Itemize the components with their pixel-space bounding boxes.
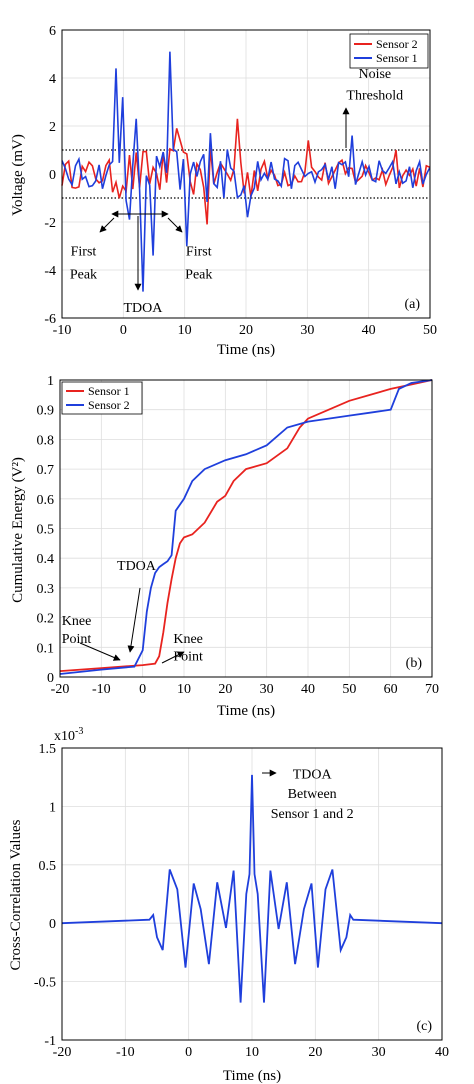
annotation-text: First: [186, 245, 212, 260]
legend-label: Sensor 1: [376, 51, 418, 65]
y-tick-label: 2: [49, 120, 56, 135]
y-tick-label: 0: [49, 917, 56, 932]
x-tick-label: 70: [425, 682, 439, 697]
series-line-sensor-2: [61, 118, 431, 225]
y-tick-label: -6: [44, 312, 56, 327]
y-tick-label: 0.1: [37, 641, 55, 656]
y-tick-label: 0.9: [37, 404, 55, 419]
x-tick-label: 10: [245, 1045, 259, 1060]
x-tick-label: 0: [139, 682, 146, 697]
annotation-text: Threshold: [346, 89, 403, 104]
first-peak-arrow: [99, 217, 115, 233]
x-axis-label: Time (ns): [223, 1068, 281, 1084]
annotation-text: Point: [62, 632, 92, 647]
legend-label: Sensor 2: [376, 37, 418, 51]
x-axis-label: Time (ns): [217, 703, 275, 719]
annotation-text: Between: [288, 787, 337, 802]
y-tick-label: -2: [44, 216, 56, 231]
panel-label: (c): [416, 1019, 432, 1034]
series-line-sensor-1: [61, 51, 431, 292]
x-tick-label: 50: [342, 682, 356, 697]
legend-box: [349, 33, 429, 69]
x-tick-label: 30: [300, 323, 314, 338]
plot-frame: [61, 29, 431, 319]
x-tick-label: -20: [51, 682, 70, 697]
y-tick-label: 0.2: [37, 612, 55, 627]
knee-point-arrow: [79, 642, 121, 661]
y-tick-label: -0.5: [34, 976, 56, 991]
plot-frame: [59, 379, 433, 678]
annotation-text: TDOA: [124, 301, 164, 316]
annotation-text: TDOA: [117, 559, 157, 574]
annotation-text: Peak: [185, 267, 212, 282]
x-tick-label: 10: [177, 682, 191, 697]
y-axis-label: Cross-Correlation Values: [8, 819, 24, 970]
series-line-0: [59, 379, 433, 672]
y-tick-label: 0.5: [39, 859, 57, 874]
annotation-text: Peak: [70, 267, 97, 282]
annotation-text: Noise: [358, 67, 391, 82]
y-tick-label: 0.8: [37, 433, 55, 448]
x-tick-label: 60: [384, 682, 398, 697]
y-tick-label: 0.6: [37, 493, 55, 508]
x-tick-label: -10: [92, 682, 111, 697]
y-multiplier-exponent: -3: [75, 726, 83, 737]
x-tick-label: 10: [178, 323, 192, 338]
y-tick-label: 0.3: [37, 582, 55, 597]
series-line-1: [59, 379, 433, 675]
y-axis-label: Voltage (mV): [10, 134, 26, 216]
x-tick-label: 30: [372, 1045, 386, 1060]
tdoa-arrow: [127, 587, 141, 653]
knee-point-arrow: [161, 651, 185, 664]
y-tick-label: 0: [49, 168, 56, 183]
plot-frame: [61, 747, 443, 1041]
annotation-text: First: [71, 245, 97, 260]
x-tick-label: -10: [116, 1045, 135, 1060]
x-axis-label: Time (ns): [217, 342, 275, 358]
y-tick-label: 6: [49, 24, 56, 39]
y-tick-label: 1: [47, 374, 54, 389]
panel-label: (a): [404, 297, 420, 312]
annotation-text: Knee: [62, 614, 92, 629]
x-tick-label: 50: [423, 323, 437, 338]
x-tick-label: 30: [260, 682, 274, 697]
annotation-text: Point: [173, 650, 203, 665]
panel-label: (b): [406, 656, 423, 671]
x-tick-label: -20: [53, 1045, 72, 1060]
chart-panel-a: -10 0 10 20 30 40 50 -6 -4 -2 0 2 4 6 Time (ns) Voltage…: [10, 24, 437, 358]
x-tick-label: 40: [362, 323, 376, 338]
first-peak-arrow: [167, 217, 183, 233]
x-tick-label: 40: [301, 682, 315, 697]
y-tick-label: 0.7: [37, 463, 55, 478]
y-tick-label: 0: [47, 671, 54, 686]
x-tick-label: 0: [185, 1045, 192, 1060]
chart-panel-c: -20 -10 0 10 20 30 40 -1 -0.5 0 0.5 1 1.5 Time (ns) Cr…: [8, 726, 449, 1084]
y-tick-label: -1: [44, 1034, 56, 1049]
y-tick-label: 1: [49, 800, 56, 815]
series-line-0: [61, 774, 443, 1003]
x-tick-label: -10: [53, 323, 72, 338]
x-tick-label: 20: [218, 682, 232, 697]
chart-panel-b: -20 -10 0 10 20 30 40 50 60 70 0 0.1 0.2 0.3 0.4 0.5 0.6…: [10, 374, 439, 719]
x-tick-label: 0: [120, 323, 127, 338]
y-multiplier-base: x10: [54, 729, 75, 744]
y-axis-label: Cumulative Energy (V²): [10, 457, 26, 603]
annotation-text: Knee: [173, 632, 203, 647]
y-tick-label: -4: [44, 264, 56, 279]
legend-label: Sensor 1: [88, 384, 130, 398]
legend-label: Sensor 2: [88, 398, 130, 412]
annotation-text: TDOA: [293, 767, 333, 782]
y-tick-label: 1.5: [39, 742, 57, 757]
y-tick-label: 0.4: [37, 552, 55, 567]
x-tick-label: 20: [239, 323, 253, 338]
y-tick-label: 4: [49, 72, 56, 87]
x-tick-label: 20: [308, 1045, 322, 1060]
y-tick-label: 0.5: [37, 523, 55, 538]
x-tick-label: 40: [435, 1045, 449, 1060]
y-multiplier-label: x10-3: [54, 726, 83, 744]
annotation-text: Sensor 1 and 2: [271, 807, 354, 822]
legend-box: [61, 381, 143, 415]
